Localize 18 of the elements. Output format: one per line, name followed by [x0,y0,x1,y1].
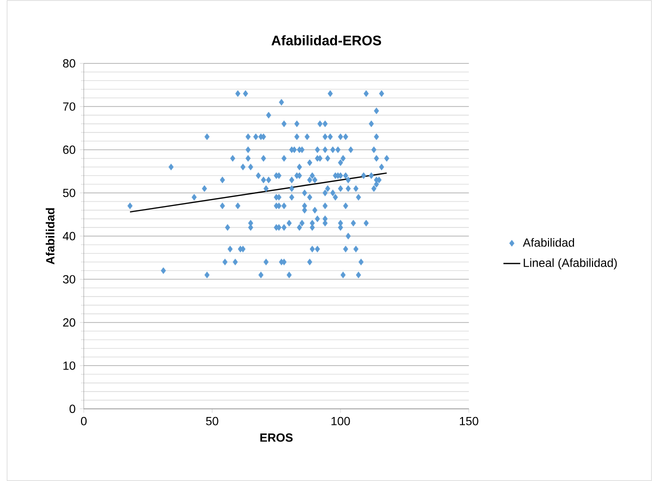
y-tick-label: 80 [63,59,76,68]
y-tick-label: 50 [63,188,76,198]
y-tick-label: 0 [70,404,76,413]
y-tick-label: 60 [63,145,76,154]
y-tick-label: 70 [63,102,76,111]
y-tick-label: 10 [63,361,76,370]
y-tick-label: 30 [62,275,76,284]
x-tick-label: 0 [80,416,87,426]
chart-title: Afabilidad-EROS [272,35,382,46]
x-tick-label: 100 [332,416,350,426]
legend-label: Afabilidad [522,238,574,247]
legend-label: Lineal (Afabilidad) [524,258,617,270]
x-axis-title: EROS [260,433,293,442]
y-axis-title: Afabilidad [46,208,54,264]
y-tick-label: 40 [62,232,76,240]
x-tick-label: 150 [460,416,478,426]
x-tick-label: 50 [206,416,218,426]
y-tick-label: 20 [63,318,76,327]
